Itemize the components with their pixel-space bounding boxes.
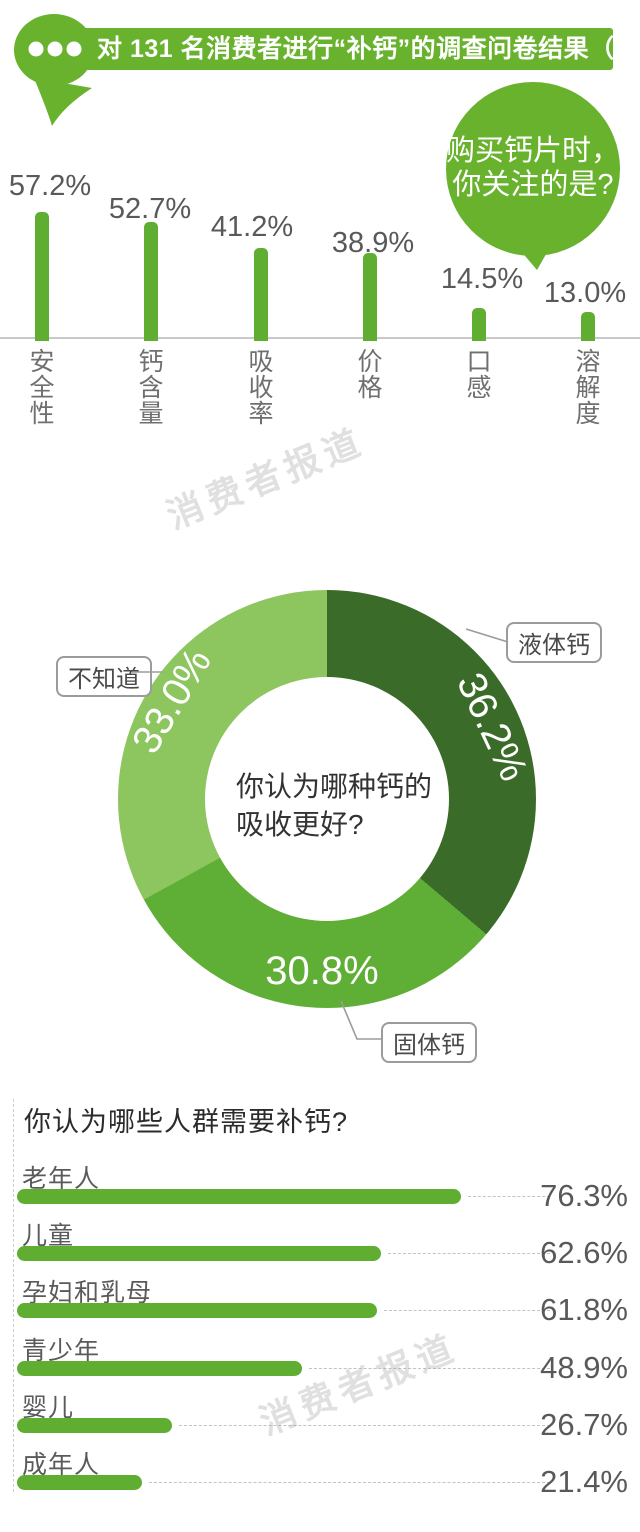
row-infants: 婴儿 26.7% xyxy=(0,1388,640,1442)
row-value: 62.6% xyxy=(540,1235,628,1270)
category-label-taste: 口感 xyxy=(466,348,492,402)
donut-center-question: 你认为哪种钙的吸收更好? xyxy=(236,771,433,840)
row-value: 21.4% xyxy=(540,1464,628,1499)
dot-icon xyxy=(28,41,44,57)
bar-value-label: 13.0% xyxy=(543,277,627,309)
row-value: 48.9% xyxy=(540,1350,628,1385)
bar-value-label: 57.2% xyxy=(8,170,92,202)
page-title: 对 131 名消费者进行“补钙”的调查问卷结果（图 1） xyxy=(97,35,640,63)
category-label-calcium: 钙含量 xyxy=(138,348,164,428)
row-children: 儿童 62.6% xyxy=(0,1216,640,1270)
row-label: 孕妇和乳母 xyxy=(22,1279,153,1307)
question-bubble xyxy=(446,82,620,256)
row-value: 26.7% xyxy=(540,1407,628,1442)
row-label: 成年人 xyxy=(22,1451,101,1479)
bottom-chart-title: 你认为哪些人群需要补钙? xyxy=(24,1107,349,1137)
hbar xyxy=(17,1189,461,1204)
y-axis-dashed-line xyxy=(13,1099,14,1492)
row-adults: 成年人 21.4% xyxy=(0,1445,640,1499)
leader-line xyxy=(388,1253,550,1254)
callout-solid-calcium: 固体钙 xyxy=(381,1022,477,1063)
bar-taste xyxy=(472,308,486,341)
bar-solubility xyxy=(581,312,595,341)
category-label-absorption: 吸收率 xyxy=(248,348,274,428)
leader-line xyxy=(384,1310,550,1311)
hbar xyxy=(17,1418,172,1433)
row-value: 76.3% xyxy=(540,1178,628,1213)
header-banner: 对 131 名消费者进行“补钙”的调查问卷结果（图 1） xyxy=(48,28,640,70)
category-label-solubility: 溶解度 xyxy=(575,348,601,428)
bar-value-label: 41.2% xyxy=(210,211,294,243)
row-label: 青少年 xyxy=(22,1337,101,1365)
bar-value-label: 38.9% xyxy=(331,227,415,259)
donut-hole xyxy=(205,677,449,921)
leader-line xyxy=(179,1425,550,1426)
bar-safety xyxy=(35,212,49,341)
hbar xyxy=(17,1361,302,1376)
x-axis-line xyxy=(0,337,640,339)
callout-dont-know: 不知道 xyxy=(56,656,152,697)
row-elderly: 老年人 76.3% xyxy=(0,1159,640,1213)
row-pregnant: 孕妇和乳母 61.8% xyxy=(0,1273,640,1327)
slice-label-solid: 30.8% xyxy=(265,949,379,993)
row-value: 61.8% xyxy=(540,1292,628,1327)
row-teenagers: 青少年 48.9% xyxy=(0,1331,640,1385)
bar-price xyxy=(363,253,377,341)
category-label-safety: 安全性 xyxy=(29,348,55,428)
category-label-price: 价格 xyxy=(357,348,383,402)
hbar xyxy=(17,1475,142,1490)
leader-line xyxy=(149,1482,550,1483)
bar-calcium xyxy=(144,222,158,341)
bar-value-label: 52.7% xyxy=(108,193,192,225)
hbar xyxy=(17,1246,381,1261)
row-label: 婴儿 xyxy=(22,1394,75,1422)
leader-line xyxy=(468,1196,550,1197)
row-label: 老年人 xyxy=(22,1165,101,1193)
callout-liquid-calcium: 液体钙 xyxy=(506,622,602,663)
row-label: 儿童 xyxy=(22,1222,75,1250)
leader-line xyxy=(309,1368,550,1369)
bar-absorption xyxy=(254,248,268,341)
hbar xyxy=(17,1303,377,1318)
question-bubble-text: 购买钙片时， 你关注的是? xyxy=(446,135,621,201)
bar-value-label: 14.5% xyxy=(440,263,524,295)
